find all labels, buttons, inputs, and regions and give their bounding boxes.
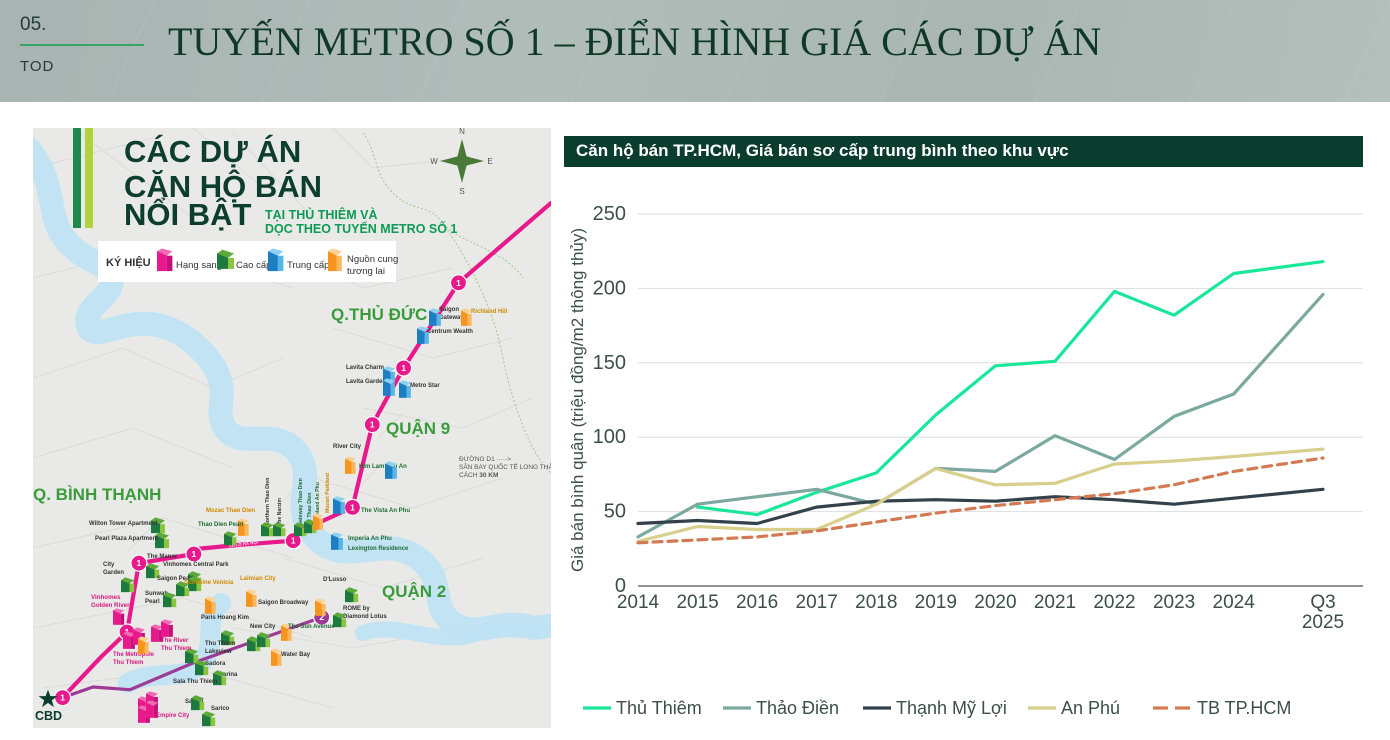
svg-text:Cao cấp: Cao cấp [236, 260, 271, 271]
svg-text:Garden: Garden [103, 570, 124, 576]
svg-text:The Sun Avenue: The Sun Avenue [288, 624, 335, 630]
svg-text:S: S [459, 187, 464, 196]
svg-text:The Vista An Phu: The Vista An Phu [361, 508, 410, 514]
svg-text:2017: 2017 [796, 592, 838, 613]
svg-text:Richland Hill: Richland Hill [471, 309, 508, 315]
svg-text:QUẬN 2: QUẬN 2 [382, 582, 446, 601]
svg-text:D'Lusso: D'Lusso [323, 577, 347, 583]
svg-text:Q.THỦ ĐỨC: Q.THỦ ĐỨC [331, 305, 427, 324]
svg-text:Pearl Plaza Apartment: Pearl Plaza Apartment [95, 536, 158, 542]
svg-text:200: 200 [593, 277, 626, 299]
svg-text:ROME by: ROME by [343, 606, 370, 612]
svg-text:Thu Thiem: Thu Thiem [205, 641, 235, 647]
svg-text:Sunshine Venicia: Sunshine Venicia [184, 580, 234, 586]
svg-text:250: 250 [593, 203, 626, 225]
svg-text:1: 1 [60, 693, 65, 703]
svg-text:The Manor: The Manor [147, 554, 178, 560]
svg-text:TB TP.HCM: TB TP.HCM [1197, 698, 1291, 718]
svg-text:Mozac Thao Dien: Mozac Thao Dien [206, 508, 255, 514]
svg-text:1: 1 [401, 363, 406, 373]
svg-text:W: W [430, 157, 438, 166]
svg-text:Lavita Garden: Lavita Garden [346, 379, 386, 385]
svg-text:Laimian City: Laimian City [240, 576, 276, 582]
svg-text:2025: 2025 [1302, 612, 1344, 633]
svg-text:1: 1 [370, 420, 375, 430]
svg-text:Lexington Residence: Lexington Residence [348, 546, 409, 552]
svg-text:Pearl: Pearl [145, 599, 160, 605]
svg-text:The Narzim: The Narzim [277, 498, 283, 526]
svg-text:N: N [459, 128, 465, 136]
svg-text:Nguồn cung: Nguồn cung [347, 254, 398, 265]
svg-text:Golden River: Golden River [91, 602, 130, 609]
svg-text:Metro Star: Metro Star [410, 383, 440, 389]
svg-text:Centrum Wealth: Centrum Wealth [427, 329, 473, 335]
svg-text:Thu Thiem: Thu Thiem [113, 660, 143, 666]
svg-text:1: 1 [192, 549, 197, 559]
svg-text:1: 1 [350, 502, 355, 512]
svg-text:2019: 2019 [915, 592, 957, 613]
svg-text:2020: 2020 [974, 592, 1016, 613]
svg-text:Sarico: Sarico [211, 706, 230, 712]
svg-text:An Phú: An Phú [1061, 698, 1120, 718]
svg-text:2021: 2021 [1034, 592, 1076, 613]
svg-text:2016: 2016 [736, 592, 778, 613]
svg-text:Thảo Điền: Thảo Điền [756, 698, 839, 718]
svg-text:2022: 2022 [1093, 592, 1135, 613]
svg-text:Sala Thu Thiem: Sala Thu Thiem [173, 679, 217, 685]
svg-text:The River: The River [161, 638, 189, 644]
svg-text:150: 150 [593, 352, 626, 374]
svg-text:TẠI THỦ THIÊM VÀ: TẠI THỦ THIÊM VÀ [265, 207, 378, 222]
svg-text:Hạng sang: Hạng sang [176, 260, 222, 271]
svg-text:Thạnh Mỹ Lợi: Thạnh Mỹ Lợi [896, 698, 1007, 718]
svg-text:New City: New City [250, 624, 276, 630]
svg-text:Thủ Thiêm: Thủ Thiêm [616, 698, 702, 718]
svg-text:2015: 2015 [676, 592, 718, 613]
svg-text:Vinhomes: Vinhomes [91, 594, 121, 601]
svg-text:Saigon: Saigon [439, 307, 459, 313]
svg-text:Lavita Charm: Lavita Charm [346, 365, 384, 371]
svg-text:2018: 2018 [855, 592, 897, 613]
svg-text:Empire City: Empire City [156, 713, 190, 719]
svg-text:DỌC THEO TUYẾN METRO SỐ 1: DỌC THEO TUYẾN METRO SỐ 1 [265, 221, 457, 236]
svg-text:Trung cấp: Trung cấp [287, 260, 329, 271]
svg-text:River City: River City [333, 444, 362, 450]
svg-text:Diamond Lotus: Diamond Lotus [343, 614, 387, 620]
svg-text:1: 1 [137, 558, 142, 568]
svg-text:1: 1 [291, 536, 296, 546]
svg-text:Giá bán bình quân (triệu đồng/: Giá bán bình quân (triệu đồng/m2 thông t… [568, 228, 587, 572]
svg-text:CBD: CBD [35, 709, 62, 723]
svg-text:Q. BÌNH THẠNH: Q. BÌNH THẠNH [33, 485, 161, 504]
svg-text:CÁCH 30 KM: CÁCH 30 KM [459, 470, 498, 479]
svg-text:Wilton Tower Apartment: Wilton Tower Apartment [89, 521, 158, 527]
svg-text:100: 100 [593, 426, 626, 448]
svg-text:50: 50 [604, 501, 626, 523]
svg-text:Paris Hoang Kim: Paris Hoang Kim [201, 615, 249, 621]
svg-text:E: E [487, 157, 492, 166]
svg-text:CÁC DỰ ÁN: CÁC DỰ ÁN [124, 134, 301, 169]
svg-text:Gateway Thao Dien: Gateway Thao Dien [298, 478, 304, 526]
svg-text:ĐƯỜNG D1 ·····>: ĐƯỜNG D1 ·····> [459, 454, 511, 463]
svg-text:NỔI BẬT: NỔI BẬT [124, 196, 252, 232]
svg-text:Thu Thiem: Thu Thiem [161, 646, 191, 652]
svg-text:Mozart Parkland: Mozart Parkland [325, 473, 331, 513]
svg-text:Imperia An Phu: Imperia An Phu [348, 536, 392, 542]
svg-text:tương lai: tương lai [347, 266, 385, 277]
svg-text:Sadora: Sadora [205, 661, 226, 667]
svg-text:Saigon Broadway: Saigon Broadway [258, 600, 309, 606]
svg-text:KÝ HIỆU: KÝ HIỆU [106, 256, 151, 269]
svg-text:Lakeview: Lakeview [205, 649, 232, 655]
svg-text:Q3: Q3 [1310, 592, 1335, 613]
svg-text:Thao Dien Pearl: Thao Dien Pearl [198, 522, 244, 528]
svg-text:2023: 2023 [1153, 592, 1195, 613]
svg-text:Vinhomes Central Park: Vinhomes Central Park [163, 562, 229, 568]
svg-text:Gateway: Gateway [439, 315, 464, 321]
svg-text:1: 1 [456, 278, 461, 288]
svg-text:Him Lam Phu An: Him Lam Phu An [359, 464, 407, 470]
svg-text:2024: 2024 [1213, 592, 1256, 613]
svg-text:City: City [103, 562, 115, 568]
svg-text:2014: 2014 [617, 592, 660, 613]
svg-text:Northern Thao Dien: Northern Thao Dien [265, 478, 271, 526]
svg-text:Water Bay: Water Bay [281, 652, 311, 658]
svg-text:QUẬN 9: QUẬN 9 [386, 419, 450, 438]
